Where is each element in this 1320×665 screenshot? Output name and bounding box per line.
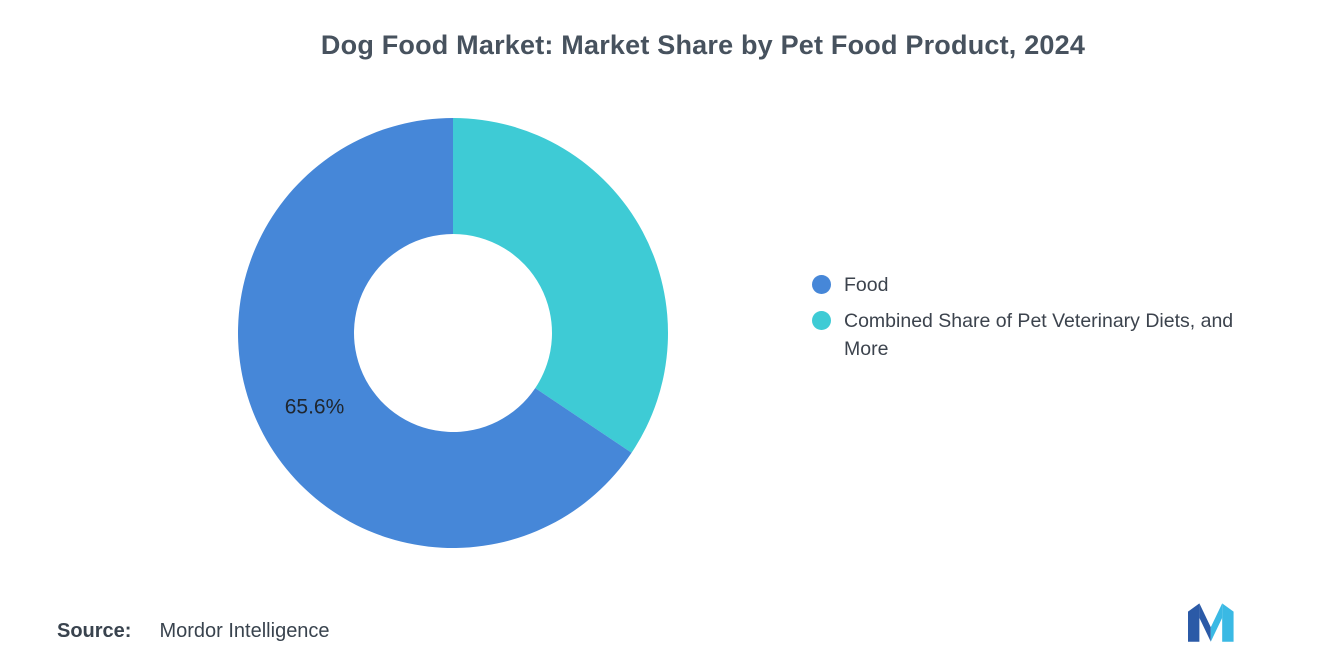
logo-down-diagonal <box>1199 603 1211 642</box>
donut-svg: 65.6% <box>238 118 669 548</box>
chart-title: Dog Food Market: Market Share by Pet Foo… <box>320 30 1086 60</box>
legend-item-food: Food <box>812 271 1262 299</box>
source-label: Source: <box>57 620 132 642</box>
donut-slice-food <box>238 118 632 548</box>
mordor-logo-svg <box>1188 603 1234 642</box>
slice-data-label: 65.6% <box>285 395 345 418</box>
logo-up-diagonal <box>1210 603 1223 642</box>
legend-marker-food <box>812 275 831 294</box>
logo-left-bar <box>1188 603 1200 642</box>
donut-chart: 65.6% <box>231 111 675 555</box>
legend: Food Combined Share of Pet Veterinary Di… <box>812 271 1262 363</box>
source-value: Mordor Intelligence <box>159 620 330 642</box>
legend-label-food: Food <box>844 274 889 296</box>
donut-slice-combined-share-of-pet-veterinary-diets-and-more <box>453 118 669 453</box>
legend-marker-combined-share <box>812 311 831 330</box>
legend-label-combined-share: Combined Share of Pet Veterinary Diets, … <box>844 310 1234 360</box>
mordor-intelligence-logo <box>1188 600 1246 642</box>
source: Source: Mordor Intelligence <box>57 620 330 643</box>
legend-item-combined-share: Combined Share of Pet Veterinary Diets, … <box>812 307 1262 363</box>
logo-right-bar <box>1222 603 1234 642</box>
